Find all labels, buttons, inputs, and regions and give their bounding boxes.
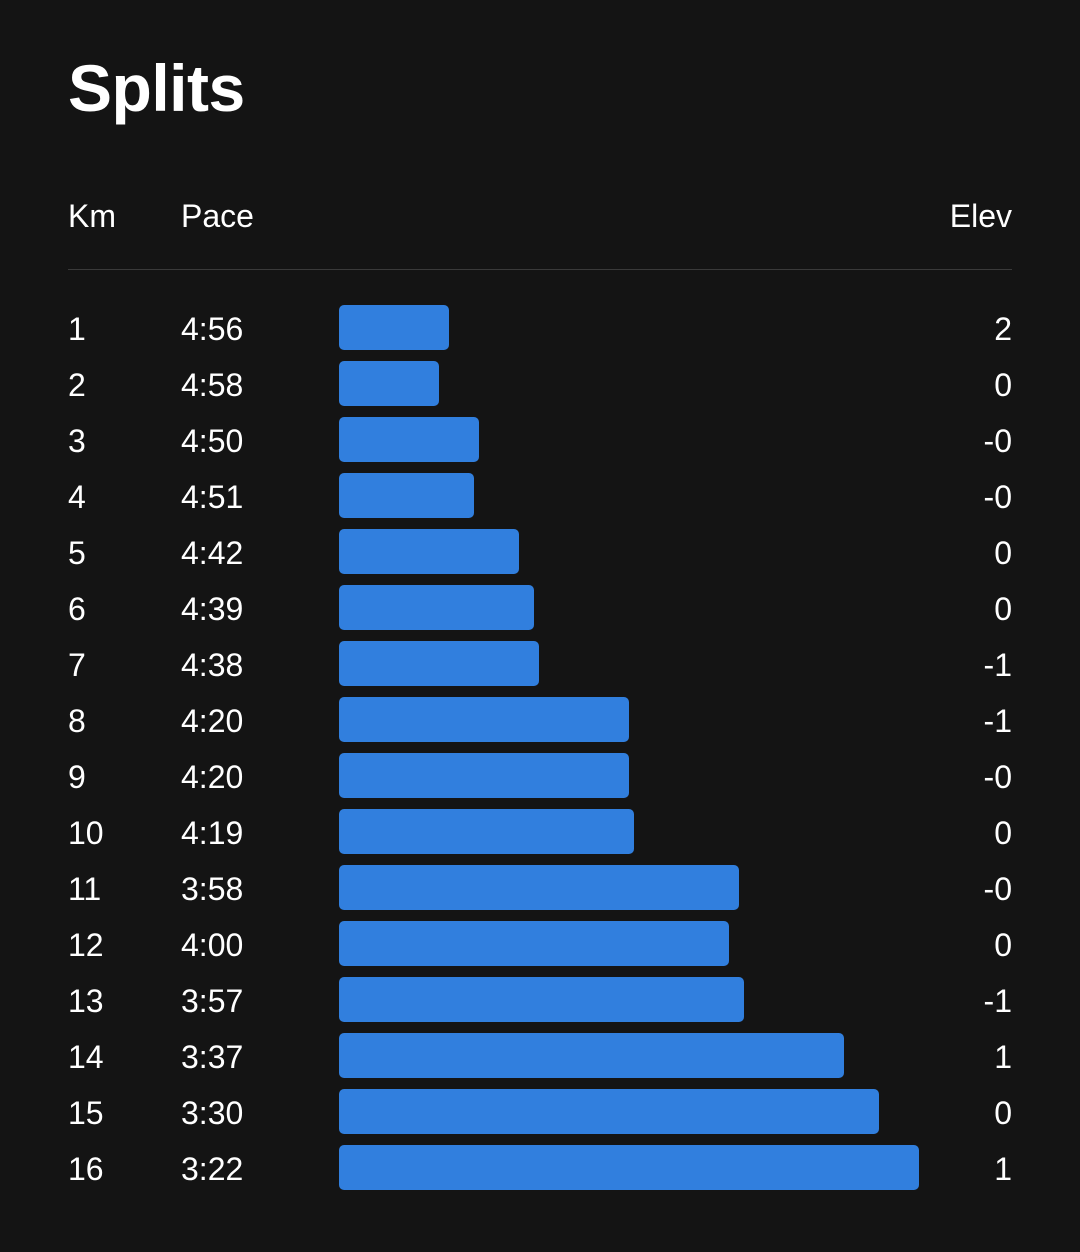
pace-bar	[339, 753, 629, 798]
split-km: 10	[68, 815, 104, 851]
split-pace: 4:42	[181, 535, 244, 571]
split-km: 12	[68, 927, 104, 963]
split-pace: 3:22	[181, 1151, 244, 1187]
column-header-pace: Pace	[181, 198, 254, 234]
split-row: 11 3:58 -0	[68, 861, 1012, 917]
pace-bar	[339, 1145, 919, 1190]
column-header-elev: Elev	[949, 198, 1012, 234]
split-elev: 1	[994, 1151, 1012, 1187]
pace-bar	[339, 473, 474, 518]
split-row: 3 4:50 -0	[68, 413, 1012, 469]
page-title: Splits	[68, 51, 245, 125]
split-km: 16	[68, 1151, 104, 1187]
pace-bar	[339, 305, 449, 350]
split-elev: -0	[983, 759, 1012, 795]
split-row: 8 4:20 -1	[68, 693, 1012, 749]
split-row: 16 3:22 1	[68, 1141, 1012, 1197]
pace-bar	[339, 1089, 879, 1134]
pace-bar	[339, 585, 534, 630]
split-km: 15	[68, 1095, 104, 1131]
pace-bar	[339, 809, 634, 854]
split-pace: 4:51	[181, 479, 244, 515]
split-pace: 4:50	[181, 423, 244, 459]
split-elev: 0	[994, 367, 1012, 403]
pace-bar	[339, 697, 629, 742]
split-elev: -0	[983, 423, 1012, 459]
split-row: 6 4:39 0	[68, 581, 1012, 637]
split-km: 11	[68, 871, 102, 907]
split-elev: -0	[983, 871, 1012, 907]
split-elev: -0	[983, 479, 1012, 515]
pace-bar	[339, 977, 744, 1022]
split-pace: 4:20	[181, 703, 244, 739]
split-pace: 4:56	[181, 311, 244, 347]
split-row: 4 4:51 -0	[68, 469, 1012, 525]
split-elev: 0	[994, 927, 1012, 963]
split-elev: -1	[983, 703, 1012, 739]
split-row: 5 4:42 0	[68, 525, 1012, 581]
pace-bar	[339, 641, 539, 686]
split-elev: -1	[983, 983, 1012, 1019]
split-row: 1 4:56 2	[68, 301, 1012, 357]
split-pace: 4:19	[181, 815, 244, 851]
split-row: 2 4:58 0	[68, 357, 1012, 413]
split-pace: 4:00	[181, 927, 244, 963]
header-divider	[68, 269, 1012, 270]
split-km: 4	[68, 479, 86, 515]
split-km: 2	[68, 367, 86, 403]
split-km: 5	[68, 535, 86, 571]
split-elev: 1	[994, 1039, 1012, 1075]
split-row: 13 3:57 -1	[68, 973, 1012, 1029]
split-km: 9	[68, 759, 86, 795]
split-pace: 4:38	[181, 647, 244, 683]
split-elev: 0	[994, 591, 1012, 627]
split-elev: 0	[994, 535, 1012, 571]
split-pace: 3:30	[181, 1095, 244, 1131]
pace-bar	[339, 921, 729, 966]
split-row: 10 4:19 0	[68, 805, 1012, 861]
splits-table-header: Km Pace Elev	[68, 196, 1012, 236]
splits-list: 1 4:56 2 2 4:58 0 3 4:50 -0 4 4:51 -0 5 4:42 0 6 4:39 0 7 4…	[68, 301, 1012, 1197]
split-row: 15 3:30 0	[68, 1085, 1012, 1141]
split-pace: 4:39	[181, 591, 244, 627]
split-pace: 3:57	[181, 983, 244, 1019]
pace-bar	[339, 417, 479, 462]
split-km: 3	[68, 423, 86, 459]
split-km: 7	[68, 647, 86, 683]
split-pace: 3:37	[181, 1039, 244, 1075]
split-row: 14 3:37 1	[68, 1029, 1012, 1085]
split-elev: 0	[994, 1095, 1012, 1131]
split-elev: -1	[983, 647, 1012, 683]
pace-bar	[339, 361, 439, 406]
split-elev: 0	[994, 815, 1012, 851]
split-km: 1	[68, 311, 86, 347]
split-row: 7 4:38 -1	[68, 637, 1012, 693]
split-km: 14	[68, 1039, 104, 1075]
pace-bar	[339, 865, 739, 910]
split-km: 8	[68, 703, 86, 739]
column-header-km: Km	[68, 198, 116, 234]
split-km: 6	[68, 591, 86, 627]
split-pace: 4:20	[181, 759, 244, 795]
split-elev: 2	[994, 311, 1012, 347]
split-pace: 4:58	[181, 367, 244, 403]
split-row: 9 4:20 -0	[68, 749, 1012, 805]
split-row: 12 4:00 0	[68, 917, 1012, 973]
split-km: 13	[68, 983, 104, 1019]
split-pace: 3:58	[181, 871, 244, 907]
pace-bar	[339, 529, 519, 574]
pace-bar	[339, 1033, 844, 1078]
